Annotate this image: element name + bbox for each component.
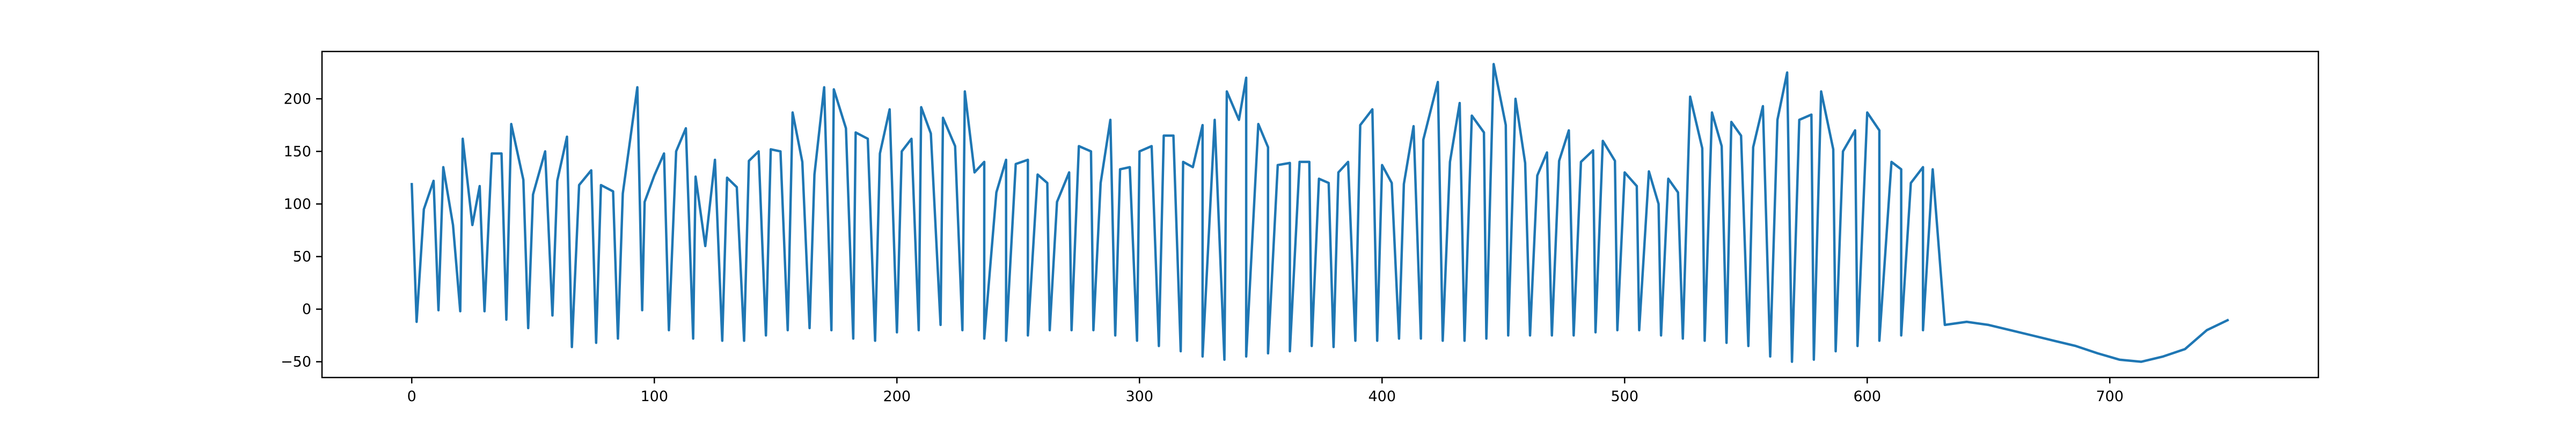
x-tick-label: 400 (1368, 388, 1396, 405)
x-tick-label: 600 (1853, 388, 1881, 405)
x-tick-label: 200 (883, 388, 911, 405)
x-tick-label: 100 (640, 388, 668, 405)
series-layer (410, 63, 2229, 363)
x-axis: 0 100 200 300 400 500 600 700 (407, 378, 2124, 405)
y-tick-label: 200 (283, 91, 311, 107)
plot-frame (321, 50, 2319, 379)
y-tick-label: 100 (283, 196, 311, 212)
y-tick-label: −50 (281, 354, 311, 371)
x-tick-label: 0 (407, 388, 416, 405)
series-line (410, 63, 2229, 363)
y-tick-label: 0 (302, 301, 311, 318)
y-axis: −50 0 50 100 150 200 (281, 91, 322, 371)
x-tick-label: 700 (2096, 388, 2124, 405)
x-tick-label: 500 (1611, 388, 1638, 405)
y-tick-label: 50 (293, 248, 311, 265)
y-tick-label: 150 (283, 143, 311, 160)
x-tick-label: 300 (1125, 388, 1153, 405)
